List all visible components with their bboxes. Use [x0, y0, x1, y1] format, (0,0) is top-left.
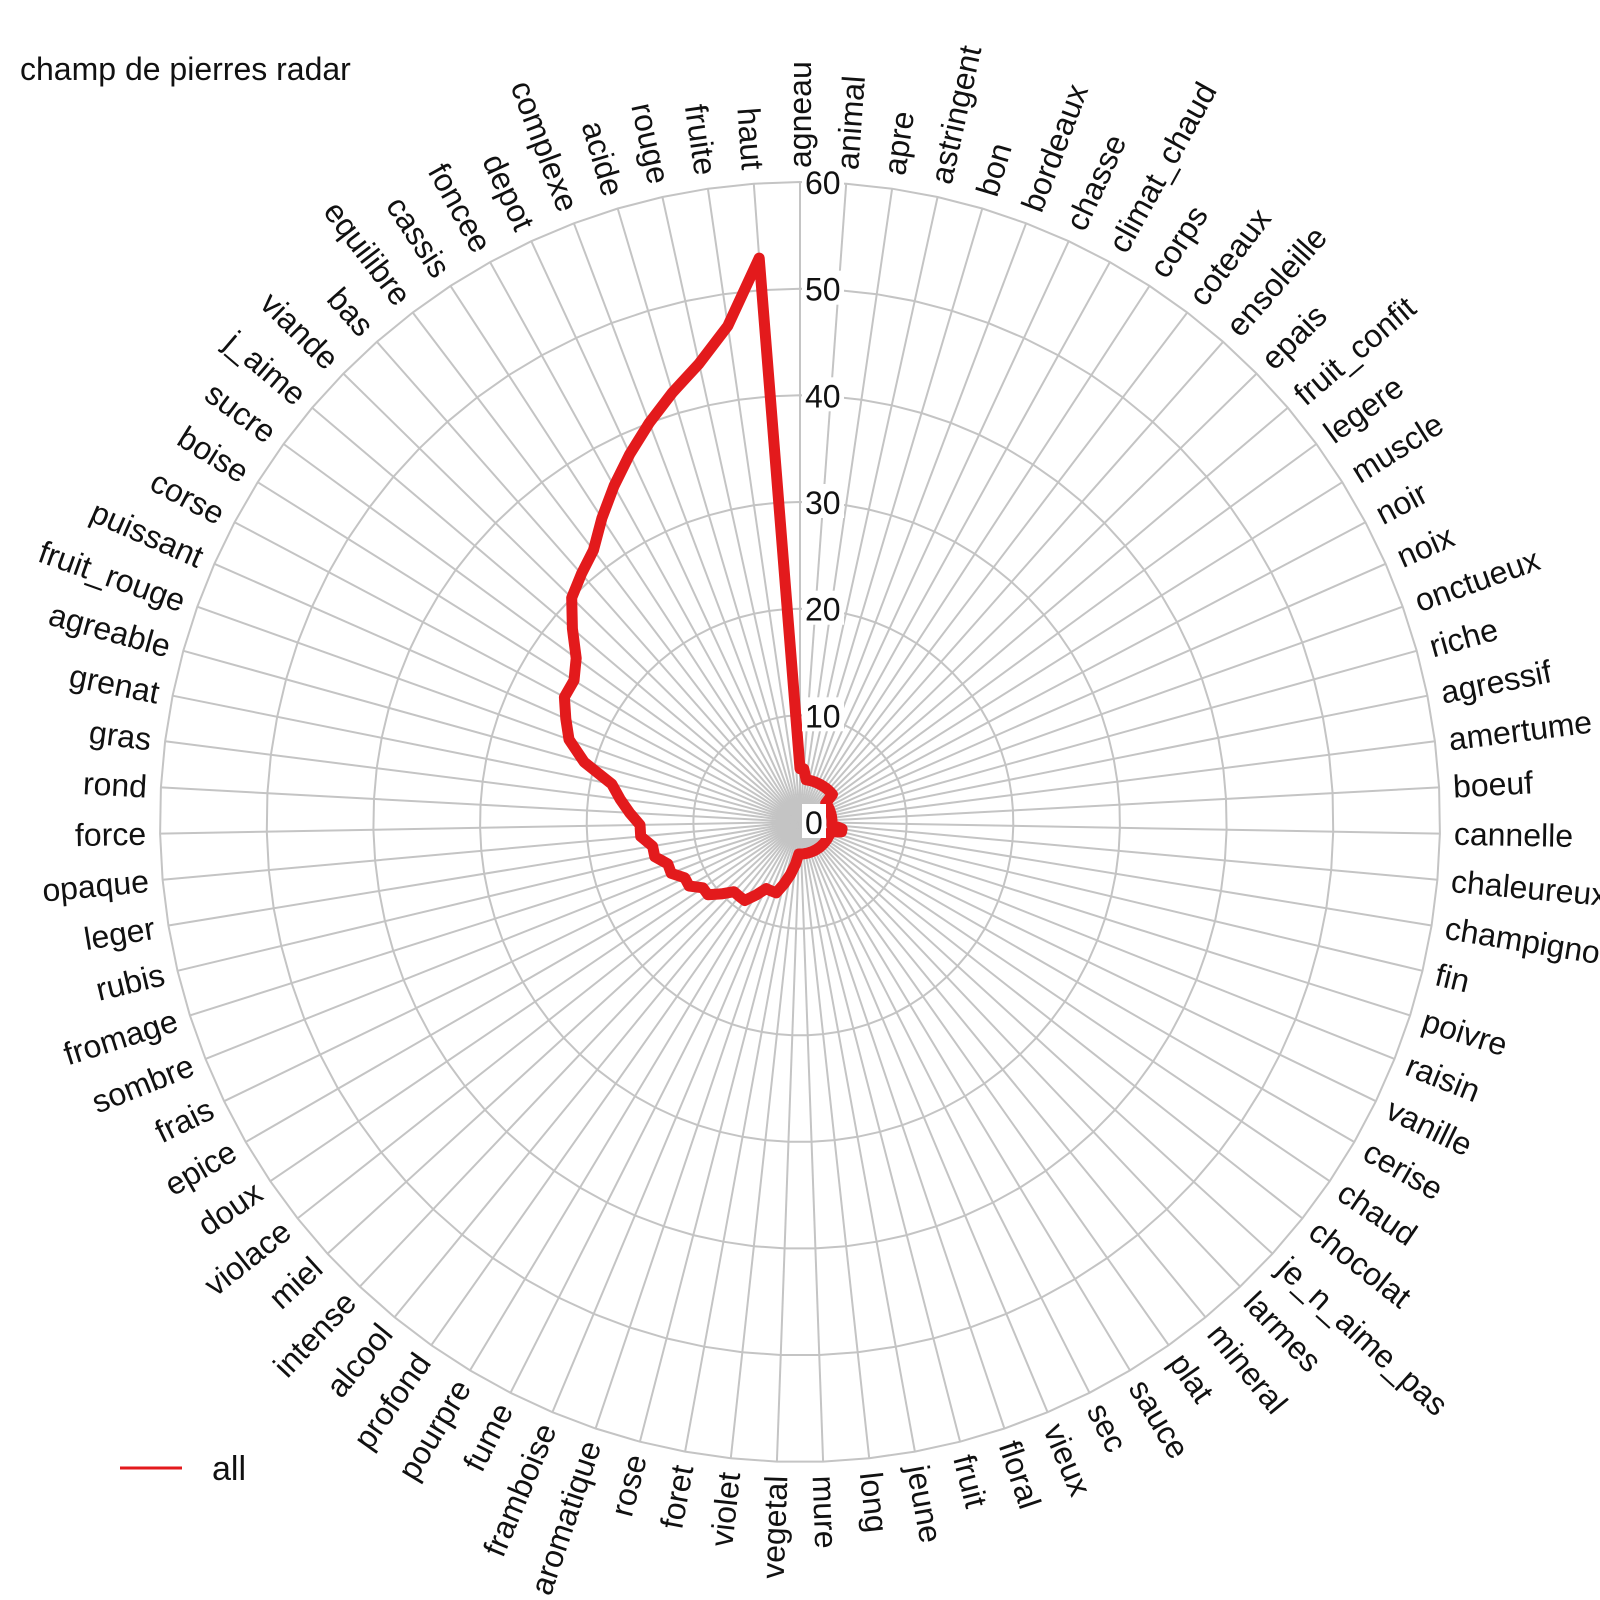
category-label: rond — [82, 765, 148, 804]
tick-label-bg — [802, 804, 826, 838]
category-label: boeuf — [1452, 764, 1534, 804]
category-label: haut — [730, 106, 770, 171]
series-line — [558, 252, 848, 906]
category-label: animal — [829, 74, 872, 171]
tick-label: 50 — [805, 272, 841, 308]
category-label: foret — [653, 1462, 700, 1532]
category-label: force — [75, 816, 147, 853]
category-label: violet — [703, 1470, 747, 1548]
tick-label-bg — [802, 484, 844, 518]
category-label: vegetal — [755, 1475, 795, 1579]
category-label: frais — [149, 1091, 219, 1150]
category-label: agneau — [782, 61, 818, 168]
legend: all — [120, 1450, 246, 1488]
category-label: agressif — [1438, 653, 1555, 710]
category-label: fruit — [946, 1451, 994, 1512]
category-label: fin — [1432, 957, 1473, 1000]
category-label: acide — [575, 117, 631, 201]
tick-label-bg — [802, 270, 844, 305]
chart-title: champ de pierres radar — [20, 51, 351, 87]
category-label: long — [853, 1470, 895, 1534]
tick-label: 30 — [805, 485, 841, 521]
category-label: noix — [1391, 518, 1459, 575]
category-label: grenat — [66, 657, 162, 710]
category-label: apre — [876, 109, 921, 178]
category-label: riche — [1425, 611, 1501, 664]
category-label: mure — [806, 1475, 845, 1549]
category-label: floral — [992, 1436, 1048, 1513]
category-label: cannelle — [1454, 816, 1574, 854]
tick-label-bg — [802, 697, 844, 732]
tick-labels: 0 10 20 30 40 50 60 — [802, 164, 844, 841]
grid — [159, 180, 1441, 1463]
grid-ring — [265, 287, 1335, 1356]
grid-ring — [372, 394, 1228, 1250]
category-label: rouge — [624, 100, 677, 188]
tick-label: 60 — [805, 165, 841, 201]
category-label: bon — [969, 139, 1019, 200]
category-label: chaleureux — [1450, 863, 1600, 913]
category-label: fruite — [678, 102, 724, 178]
tick-label: 0 — [805, 805, 823, 841]
category-label: sec — [1080, 1397, 1135, 1458]
category-label: plat — [1162, 1346, 1221, 1409]
tick-label: 40 — [805, 378, 841, 414]
category-label: opaque — [41, 863, 151, 908]
category-label: gras — [87, 714, 153, 758]
grid-ring — [479, 500, 1121, 1143]
tick-label-bg — [802, 377, 844, 412]
tick-label-bg — [802, 590, 844, 625]
category-label: rose — [603, 1451, 653, 1520]
category-label: noir — [1369, 475, 1433, 532]
grid-ring — [585, 607, 1015, 1037]
grid-ring — [159, 180, 1441, 1463]
tick-label: 20 — [805, 592, 841, 628]
category-label: amertume — [1447, 704, 1594, 758]
tick-label-bg — [802, 164, 844, 198]
category-label: jeune — [900, 1461, 950, 1545]
category-label: leger — [81, 910, 157, 957]
tick-label: 10 — [805, 698, 841, 734]
series-layer — [558, 252, 848, 906]
grid-ring — [692, 714, 908, 930]
category-label: rubis — [92, 957, 168, 1008]
legend-label: all — [212, 1450, 246, 1488]
